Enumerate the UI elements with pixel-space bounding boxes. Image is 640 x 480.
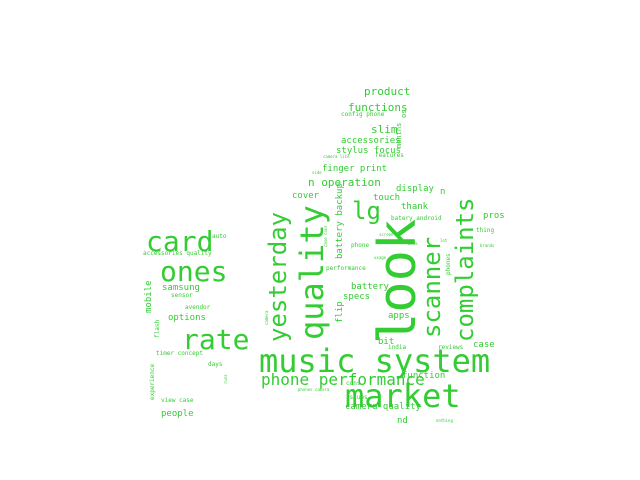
word-thing: thing [476, 227, 495, 234]
word-config-phone: config phone [341, 111, 385, 118]
word-cover: cover [292, 191, 320, 201]
word-product: product [364, 85, 411, 98]
word-people: people [161, 409, 194, 419]
word-touch: touch [373, 193, 401, 203]
word-flip: flip [335, 301, 345, 323]
word-pros: pros [483, 211, 505, 221]
word-days: days [208, 361, 223, 368]
word-reviews: reviews [438, 344, 464, 351]
word-camera-lite: camera lite [323, 154, 350, 159]
word-functions: functions [348, 101, 408, 114]
word-side: side [312, 170, 322, 175]
word-os: os [400, 109, 408, 118]
word-features: features [375, 152, 404, 159]
word-yesterday: yesterday [264, 211, 292, 342]
word-performance: performance [326, 265, 366, 272]
word-battery-backup: battery backup [335, 183, 345, 259]
word-timer-concept: timer concept [156, 350, 203, 357]
word-nothing: nothing [436, 418, 453, 423]
word-avendor: avendor [185, 304, 211, 311]
word-case-cons: case cons [323, 225, 328, 247]
word-case: case [473, 340, 495, 350]
word-runs: runs [223, 374, 228, 384]
word-battery: battery [351, 282, 389, 292]
word-n: n [440, 187, 446, 197]
word-bit: bit [378, 337, 395, 347]
word-phone-performance: phone performance [261, 370, 425, 389]
word-india: india [388, 344, 407, 351]
word-issues: issues [346, 394, 368, 401]
word-specs: specs [343, 292, 371, 302]
word-thank: thank [401, 202, 429, 212]
word-experience: experience [149, 363, 156, 400]
word-market: market [345, 377, 461, 415]
word-ones: ones [160, 255, 228, 288]
word-n-operation: n operation [308, 176, 381, 189]
word-mobile: mobile [144, 280, 154, 313]
word-complaints: complaints [451, 197, 479, 343]
word-batery-android: batery android [391, 215, 442, 222]
word-scanner: scanner [418, 236, 446, 338]
word-lot: lot [440, 238, 448, 243]
word-nd: nd [397, 416, 408, 426]
word-months: months [395, 122, 403, 148]
word-music-system: music system [259, 342, 491, 380]
word-stylus-focus: stylus focus [336, 146, 402, 156]
word-options: options [168, 313, 206, 323]
word-brands: brands [480, 243, 495, 248]
word-finger-print: finger print [322, 164, 388, 174]
word-phone: phone [351, 242, 370, 249]
word-display: display [396, 184, 434, 194]
word-view-case: view case [161, 397, 194, 404]
word-flash: flash [154, 319, 161, 338]
word-lg: lg [352, 197, 381, 225]
word-cons: cons [346, 380, 361, 387]
word-camera-quality: camera quality [345, 402, 421, 412]
word-apps: apps [388, 311, 410, 321]
word-auto: auto [212, 233, 227, 240]
word-accessories-quality: accessories quality [143, 250, 212, 257]
word-function: function [402, 371, 446, 381]
word-week: week [408, 241, 418, 246]
word-sensor: sensor [171, 292, 193, 299]
word-screen: screen [379, 232, 394, 237]
word-samsung: samsung [162, 283, 200, 293]
word-rate: rate [182, 323, 250, 356]
word-camera: camera [264, 310, 269, 325]
word-slim: slim [371, 123, 398, 136]
word-card: card [146, 225, 214, 258]
word-phones-camera: phones camera [298, 387, 330, 392]
word-accessories: accessories [341, 136, 401, 146]
word-usage: usage [374, 255, 387, 260]
word-phones: phones [445, 253, 452, 275]
